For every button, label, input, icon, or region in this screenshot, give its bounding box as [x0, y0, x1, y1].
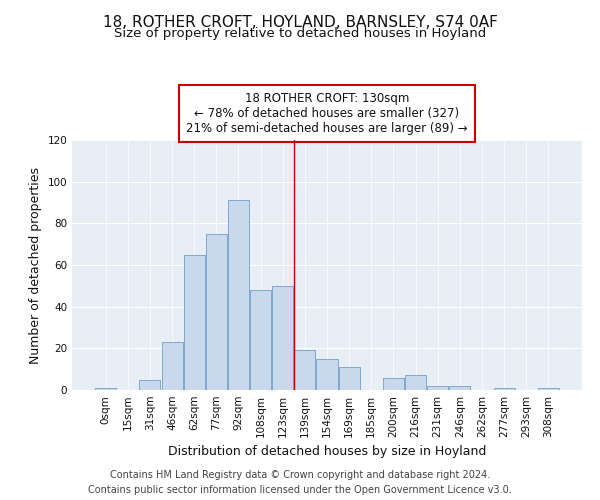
Bar: [295, 350, 316, 390]
Text: Contains HM Land Registry data © Crown copyright and database right 2024.
Contai: Contains HM Land Registry data © Crown c…: [88, 470, 512, 495]
Bar: [95, 388, 116, 390]
Bar: [206, 234, 227, 390]
X-axis label: Distribution of detached houses by size in Hoyland: Distribution of detached houses by size …: [168, 446, 486, 458]
Bar: [250, 290, 271, 390]
Bar: [449, 386, 470, 390]
Bar: [494, 388, 515, 390]
Bar: [338, 367, 359, 390]
Bar: [161, 342, 182, 390]
Text: 18, ROTHER CROFT, HOYLAND, BARNSLEY, S74 0AF: 18, ROTHER CROFT, HOYLAND, BARNSLEY, S74…: [103, 15, 497, 30]
Bar: [383, 378, 404, 390]
Bar: [538, 388, 559, 390]
Bar: [405, 376, 426, 390]
Bar: [427, 386, 448, 390]
Text: 18 ROTHER CROFT: 130sqm
← 78% of detached houses are smaller (327)
21% of semi-d: 18 ROTHER CROFT: 130sqm ← 78% of detache…: [186, 92, 468, 135]
Bar: [228, 200, 249, 390]
Y-axis label: Number of detached properties: Number of detached properties: [29, 166, 42, 364]
Bar: [184, 254, 205, 390]
Bar: [316, 359, 338, 390]
Bar: [272, 286, 293, 390]
Text: Size of property relative to detached houses in Hoyland: Size of property relative to detached ho…: [114, 28, 486, 40]
Bar: [139, 380, 160, 390]
